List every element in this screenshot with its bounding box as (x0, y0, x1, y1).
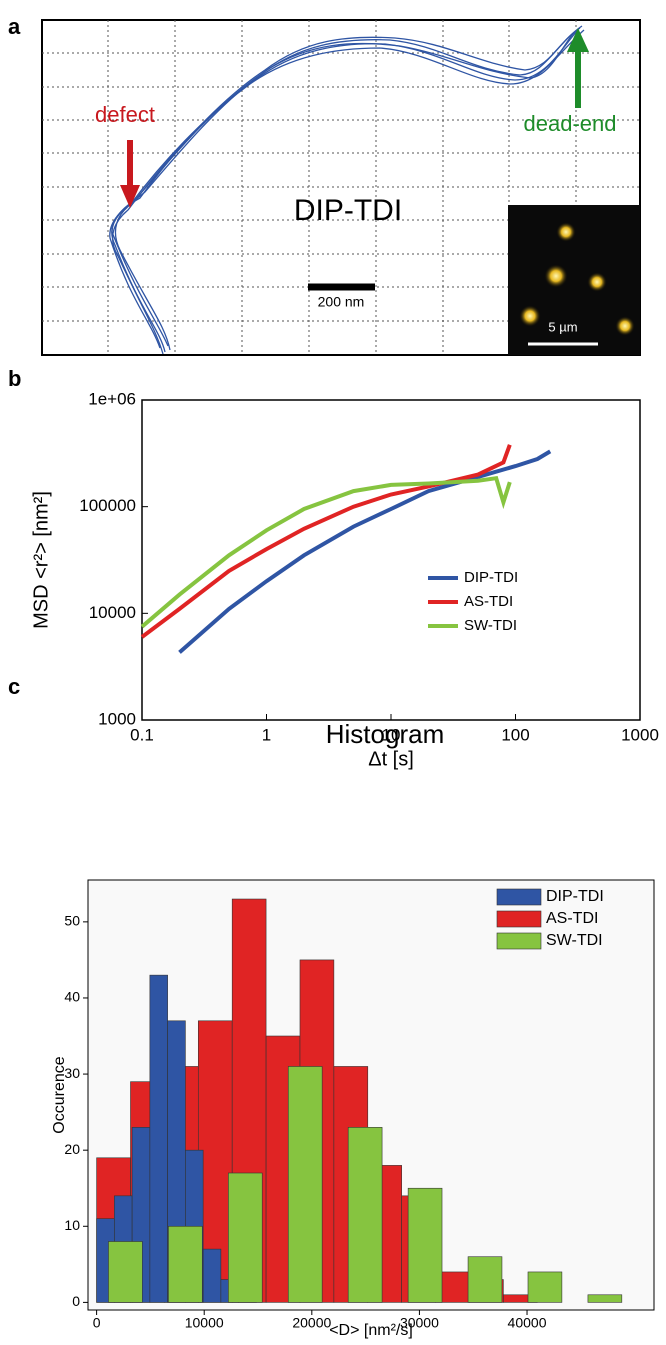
scale-bar-label: 200 nm (318, 294, 365, 310)
y-tick-label: 10 (64, 1217, 80, 1233)
x-tick-label: 10 (382, 725, 401, 744)
histogram-bar (347, 1127, 383, 1303)
trajectory (109, 25, 585, 355)
legend-swatch (496, 910, 542, 928)
x-tick-label: 30000 (400, 1315, 439, 1331)
histogram-bar (228, 1172, 263, 1303)
y-tick-label: 30 (64, 1065, 80, 1081)
annotation: defect (95, 102, 155, 127)
y-tick-label: 1e+06 (88, 389, 136, 408)
y-tick-label: 20 (64, 1141, 80, 1157)
x-axis-label: Δt [s] (368, 748, 414, 770)
panel-label: b (8, 366, 21, 391)
histogram-bar (168, 1225, 203, 1303)
y-tick-label: 100000 (79, 496, 136, 515)
histogram-bar (527, 1271, 563, 1303)
histogram-bar (287, 1066, 323, 1303)
sample-label: DIP-TDI (294, 194, 402, 227)
legend-swatch (496, 888, 542, 906)
x-tick-label: 1000 (621, 725, 659, 744)
defect-arrow-head (120, 185, 140, 208)
legend-swatch (496, 932, 542, 950)
legend-label: DIP-TDI (546, 888, 604, 905)
legend-label: SW-TDI (464, 617, 517, 634)
annotation: dead-end (524, 111, 617, 136)
data-line (140, 444, 512, 639)
y-tick-label: 50 (64, 913, 80, 929)
legend-label: AS-TDI (464, 593, 513, 610)
x-tick-label: 20000 (292, 1315, 331, 1331)
y-tick-label: 1000 (98, 709, 136, 728)
x-tick-label: 100 (501, 725, 529, 744)
legend-label: DIP-TDI (464, 569, 518, 586)
y-tick-label: 0 (72, 1293, 80, 1309)
histogram-bar (108, 1241, 143, 1303)
x-tick-label: 40000 (508, 1315, 547, 1331)
histogram-bar (587, 1294, 623, 1303)
histogram-bar (202, 1248, 222, 1303)
x-axis-label: <D> [nm²/s] (329, 1322, 413, 1339)
y-tick-label: 40 (64, 989, 80, 1005)
inset: 5 µm (508, 205, 640, 355)
panel-label: c (8, 674, 20, 699)
chart-title: Histogram (326, 719, 444, 749)
data-line (178, 449, 552, 654)
legend-label: SW-TDI (546, 932, 603, 949)
plot-frame (141, 399, 641, 721)
x-tick-label: 1 (262, 725, 271, 744)
legend-label: AS-TDI (546, 910, 598, 927)
histogram-bar (149, 974, 168, 1303)
x-tick-label: 0 (93, 1315, 101, 1331)
x-tick-label: 10000 (185, 1315, 224, 1331)
y-tick-label: 10000 (89, 603, 136, 622)
x-tick-label: 0.1 (130, 725, 154, 744)
panel-a: a defect dead-end DIP-TDI 200 nm (8, 14, 641, 356)
histogram-bar (407, 1187, 443, 1303)
y-axis-label: MSD <r²> [nm²] (30, 491, 52, 629)
dead-end-arrow-head (567, 28, 589, 52)
histogram-bar (467, 1256, 503, 1303)
data-line (140, 475, 512, 629)
y-axis-label: Occurence (51, 1056, 68, 1133)
inset-scale-label: 5 µm (548, 319, 577, 334)
panel-label: a (8, 14, 21, 39)
